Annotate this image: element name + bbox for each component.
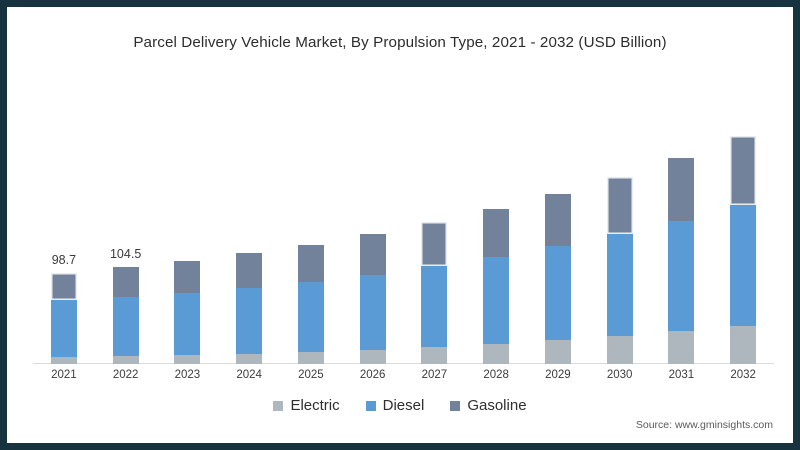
bar-segment-gasoline[interactable]	[359, 234, 386, 275]
bar-segment-diesel[interactable]	[421, 266, 448, 347]
bar-group[interactable]	[544, 194, 571, 364]
bar-group[interactable]: 98.7	[50, 253, 77, 364]
bar-segment-gasoline[interactable]	[668, 158, 695, 221]
x-tick-label: 2023	[174, 369, 201, 381]
bar-value-label: 98.7	[51, 252, 77, 267]
bar-segment-electric[interactable]	[174, 355, 201, 364]
legend-item-gasoline[interactable]: Gasoline	[450, 397, 527, 414]
bar-value-label: 104.5	[109, 247, 142, 262]
chart-title: Parcel Delivery Vehicle Market, By Propu…	[133, 34, 667, 51]
x-tick-label: 2027	[421, 369, 448, 381]
legend-item-electric[interactable]: Electric	[273, 397, 340, 414]
bar-segment-electric[interactable]	[421, 346, 448, 364]
bar-segment-gasoline[interactable]	[483, 209, 510, 258]
x-axis-tick-labels: 2021 2022 2023 2024 2025 2026 2027 2028 2029 2030…	[33, 369, 774, 387]
bar-segment-diesel[interactable]	[359, 274, 386, 350]
bar-segment-electric[interactable]	[112, 356, 139, 364]
legend-label: Diesel	[382, 397, 425, 414]
x-tick-label: 2025	[298, 369, 324, 381]
plot-area: 98.7 104.5	[33, 77, 774, 364]
bar-segment-electric[interactable]	[236, 353, 263, 364]
x-tick-label: 2022	[112, 369, 139, 381]
source-attribution: Source: www.gminsights.com	[635, 419, 773, 431]
bar-segment-diesel[interactable]	[236, 287, 263, 354]
bar-segment-electric[interactable]	[483, 343, 510, 364]
legend-item-diesel[interactable]: Diesel	[365, 397, 425, 414]
chart-canvas: Parcel Delivery Vehicle Market, By Propu…	[7, 7, 793, 443]
x-tick-label: 2029	[545, 369, 571, 381]
bar-group[interactable]	[606, 177, 633, 364]
x-tick-label: 2030	[606, 369, 633, 381]
bar-group[interactable]	[668, 158, 695, 364]
bar-segment-diesel[interactable]	[606, 234, 633, 336]
bar-segment-electric[interactable]	[730, 326, 757, 364]
x-tick-label: 2032	[730, 369, 756, 381]
bar-segment-gasoline[interactable]	[730, 136, 757, 205]
bar-segment-diesel[interactable]	[297, 281, 324, 352]
bar-group[interactable]	[297, 244, 324, 364]
legend-swatch-icon	[450, 400, 461, 411]
bar-segment-diesel[interactable]	[483, 257, 510, 344]
bar-segment-electric[interactable]	[50, 357, 77, 364]
bar-segment-electric[interactable]	[297, 351, 324, 364]
bar-group[interactable]: 104.5	[110, 247, 141, 364]
bar-segment-diesel[interactable]	[668, 220, 695, 332]
bar-segment-gasoline[interactable]	[236, 253, 263, 288]
bar-segment-electric[interactable]	[544, 339, 571, 364]
bar-group[interactable]	[730, 136, 757, 364]
bar-segment-gasoline[interactable]	[421, 222, 448, 267]
bar-group[interactable]	[483, 209, 510, 364]
bar-group[interactable]	[236, 253, 263, 364]
bar-segment-electric[interactable]	[359, 349, 386, 364]
bar-segment-electric[interactable]	[606, 335, 633, 364]
bar-segment-gasoline[interactable]	[174, 260, 201, 293]
legend-swatch-icon	[273, 400, 284, 411]
x-tick-label: 2021	[51, 369, 77, 381]
bar-group[interactable]	[359, 234, 386, 364]
bar-segment-diesel[interactable]	[544, 246, 571, 340]
x-tick-label: 2024	[236, 369, 262, 381]
x-tick-label: 2026	[359, 369, 386, 381]
bar-segment-gasoline[interactable]	[544, 194, 571, 247]
bar-segment-electric[interactable]	[668, 331, 695, 364]
bar-group[interactable]	[421, 222, 448, 364]
bar-segment-diesel[interactable]	[50, 300, 77, 358]
x-tick-label: 2031	[668, 369, 695, 381]
bar-segment-gasoline[interactable]	[297, 244, 324, 282]
bar-segment-gasoline[interactable]	[50, 272, 77, 301]
bar-segment-diesel[interactable]	[112, 296, 139, 357]
bar-segment-gasoline[interactable]	[112, 267, 139, 297]
legend-label: Gasoline	[467, 397, 527, 414]
x-tick-label: 2028	[483, 369, 509, 381]
legend-label: Electric	[290, 397, 340, 414]
x-axis-line	[33, 363, 774, 364]
bar-group[interactable]	[174, 260, 201, 364]
legend-swatch-icon	[365, 400, 376, 411]
bar-segment-diesel[interactable]	[730, 204, 757, 327]
chart-legend: Electric Diesel Gasoline	[7, 397, 793, 414]
bar-segment-gasoline[interactable]	[606, 177, 633, 235]
bar-segment-diesel[interactable]	[174, 292, 201, 356]
